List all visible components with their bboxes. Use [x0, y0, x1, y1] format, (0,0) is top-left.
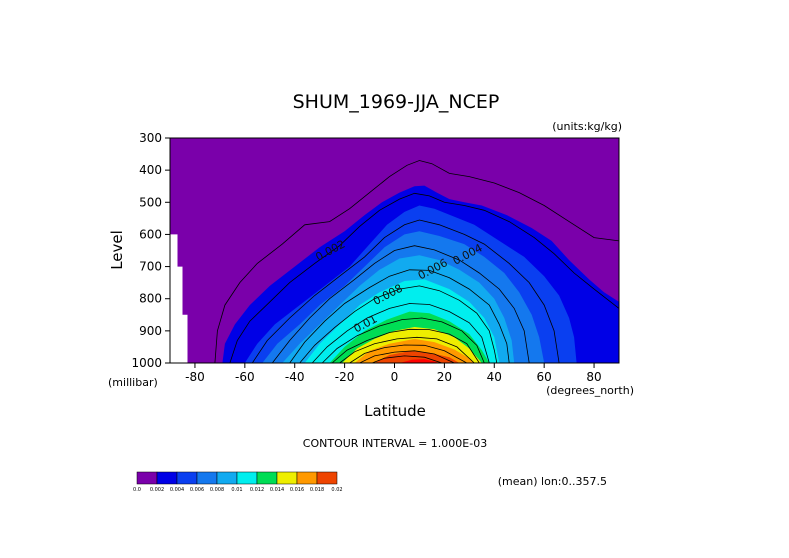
units-label: (units:kg/kg) — [552, 120, 622, 133]
footer-text: (mean) lon:0..357.5 — [498, 475, 607, 488]
contour-line-2 — [251, 219, 560, 364]
colorbar-label-5: 0.01 — [231, 487, 242, 493]
colorbar-label-1: 0.002 — [150, 487, 164, 493]
colorbar-swatch-9 — [316, 471, 338, 485]
contour-interval-text: CONTOUR INTERVAL = 1.000E-03 — [303, 437, 487, 450]
colorbar-swatch-4 — [216, 471, 238, 485]
contour-line-5 — [299, 285, 498, 364]
y-tick-label-1: 400 — [139, 163, 162, 177]
colorbar-label-4: 0.008 — [210, 487, 224, 493]
x-tick-label-1: -60 — [235, 370, 255, 384]
contour-line-12 — [371, 355, 443, 364]
colorbar-swatch-8 — [296, 471, 318, 485]
y-tick-label-3: 600 — [139, 227, 162, 241]
colorbar: 0.0 0.002 0.004 0.006 0.008 0.01 0.012 0.014 0.0… — [133, 471, 343, 493]
colorbar-swatch-5 — [236, 471, 258, 485]
colorbar-label-9: 0.018 — [310, 487, 324, 493]
x-tick-label-5: 20 — [437, 370, 452, 384]
contour-lines — [214, 160, 620, 364]
contour-line-8 — [331, 328, 480, 364]
y-tick-label-4: 700 — [139, 260, 162, 274]
contour-line-9 — [339, 336, 475, 364]
y-axis: 300 400 500 600 700 800 900 1000 — [131, 131, 170, 370]
contour-line-1 — [229, 192, 620, 364]
missing-data-region — [170, 234, 188, 363]
colorbar-swatch-6 — [256, 471, 278, 485]
chart-title: SHUM_1969-JJA_NCEP — [293, 91, 500, 113]
x-tick-label-0: -80 — [185, 370, 205, 384]
y-tick-label-5: 800 — [139, 292, 162, 306]
contour-line-0 — [214, 160, 620, 364]
contour-line-4 — [289, 269, 510, 364]
y-axis-label: Level — [108, 230, 126, 270]
colorbar-label-10: 0.02 — [331, 487, 342, 493]
x-axis-label: Latitude — [364, 402, 426, 420]
colorbar-swatch-3 — [196, 471, 218, 485]
x-tick-label-3: -20 — [335, 370, 355, 384]
missing-data-fill — [170, 234, 188, 363]
colorbar-swatch-7 — [276, 471, 298, 485]
colorbar-label-8: 0.016 — [290, 487, 304, 493]
x-tick-label-8: 80 — [586, 370, 601, 384]
contour-line-10 — [349, 344, 467, 364]
colorbar-swatch-0 — [136, 471, 158, 485]
contour-line-7 — [321, 317, 485, 364]
colorbar-label-7: 0.014 — [270, 487, 284, 493]
colorbar-label-6: 0.012 — [250, 487, 264, 493]
contour-fill-level-9 — [399, 359, 440, 363]
y-tick-label-7: 1000 — [131, 356, 162, 370]
x-tick-label-2: -40 — [285, 370, 305, 384]
x-axis: -80 -60 -40 -20 0 20 40 60 80 — [185, 363, 602, 384]
x-tick-label-7: 60 — [537, 370, 552, 384]
colorbar-label-0: 0.0 — [133, 487, 141, 493]
y-unit-label: (millibar) — [108, 376, 158, 389]
y-tick-label-0: 300 — [139, 131, 162, 145]
contour-line-11 — [359, 350, 455, 364]
y-tick-label-2: 500 — [139, 195, 162, 209]
y-tick-label-6: 900 — [139, 324, 162, 338]
colorbar-swatch-2 — [176, 471, 198, 485]
contour-line-3 — [271, 245, 530, 364]
x-tick-label-6: 40 — [487, 370, 502, 384]
x-unit-label: (degrees_north) — [546, 384, 634, 397]
colorbar-label-2: 0.004 — [170, 487, 184, 493]
x-tick-label-4: 0 — [391, 370, 399, 384]
contour-line-6 — [311, 303, 490, 364]
colorbar-swatch-1 — [156, 471, 178, 485]
colorbar-label-3: 0.006 — [190, 487, 204, 493]
